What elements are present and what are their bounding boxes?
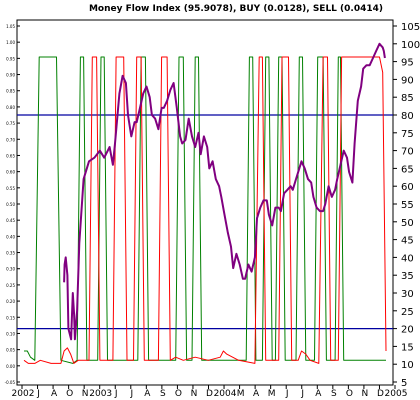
right-tick-label: 10 [401,360,414,371]
x-tick-label: J [285,389,289,399]
right-tick-label: 95 [401,58,414,69]
right-tick-label: 55 [401,200,414,211]
x-tick-label: A [144,389,151,399]
x-tick-label: M [268,389,276,399]
right-tick-label: 105 [401,22,420,33]
right-tick-label: 70 [401,147,414,158]
x-tick-label: A [315,389,322,399]
x-tick-label: A [51,389,58,399]
x-tick-label: A [253,389,260,399]
chart-title: Money Flow Index (95.9078), BUY (0.0128)… [89,4,383,14]
x-tick-label: O [346,389,353,399]
left-tick-label: -0.05 [5,380,16,385]
left-tick-label: 0.15 [6,315,15,320]
x-tick-label: 2003 [89,389,112,399]
left-tick-label: 0.50 [6,202,15,207]
right-tick-label: 65 [401,164,414,175]
right-tick-label: 25 [401,307,414,318]
left-axis: 1.05 1.00 0.95 0.90 0.85 0.80 0.75 0.70 0.65 0.60… [5,24,20,385]
x-tick-label: N [191,389,198,399]
x-tick-label: J [300,389,304,399]
x-tick-label: D [206,389,213,399]
left-tick-label: 1.05 [6,24,15,29]
right-tick-label: 40 [401,253,414,264]
right-tick-label: 90 [401,75,414,86]
left-tick-label: 0.60 [6,170,15,175]
left-tick-label: 0.45 [6,218,15,223]
left-tick-label: 0.75 [6,121,15,126]
left-tick-label: 0.35 [6,251,15,256]
series-line [63,42,386,341]
x-tick-label: J [36,389,40,399]
left-tick-label: 0.80 [6,105,15,110]
left-tick-label: 0.05 [6,348,15,353]
right-tick-label: 30 [401,289,414,300]
x-tick-label: D [377,389,384,399]
right-tick-label: 75 [401,129,414,140]
left-tick-label: 0.25 [6,283,15,288]
x-tick-label: 2004 [214,389,237,399]
x-tick-label: J [129,389,133,399]
left-tick-label: 0.20 [6,299,15,304]
series-line [23,56,387,364]
x-tick-label: S [160,389,166,399]
left-tick-label: 0.95 [6,56,15,61]
right-tick-label: 45 [401,236,414,247]
x-tick-label: M [237,389,245,399]
right-tick-label: 50 [401,218,414,229]
x-tick-label: 2005 [385,389,408,399]
left-tick-label: 0.65 [6,153,15,158]
left-tick-label: 0.30 [6,267,15,272]
x-tick-label: N [82,389,89,399]
x-tick-label: N [362,389,369,399]
x-tick-label: 2002 [12,389,35,399]
left-tick-label: 0.85 [6,89,15,94]
x-axis: 2002 J A O N 2003 J J A S O N D 2004 M A M J J A S O N D 2005 [12,385,408,399]
right-tick-label: 5 [401,378,407,389]
right-tick-label: 35 [401,271,414,282]
left-tick-label: 0.00 [6,364,15,369]
x-tick-label: J [114,389,118,399]
right-tick-label: 85 [401,93,414,104]
series-layer [23,42,387,364]
series-line [24,56,386,364]
right-tick-label: 15 [401,342,414,353]
left-tick-label: 1.00 [6,40,15,45]
right-tick-label: 100 [401,40,420,51]
right-tick-label: 60 [401,182,414,193]
right-tick-label: 80 [401,111,414,122]
x-tick-label: O [66,389,73,399]
left-tick-label: 0.90 [6,73,15,78]
right-tick-label: 20 [401,325,414,336]
left-tick-label: 0.10 [6,331,15,336]
left-tick-label: 0.40 [6,234,15,239]
left-tick-label: 0.55 [6,186,15,191]
left-tick-label: 0.70 [6,137,15,142]
x-tick-label: S [331,389,337,399]
x-tick-label: O [175,389,182,399]
right-axis: 1051009590858075706560555045403530252015… [393,22,420,389]
